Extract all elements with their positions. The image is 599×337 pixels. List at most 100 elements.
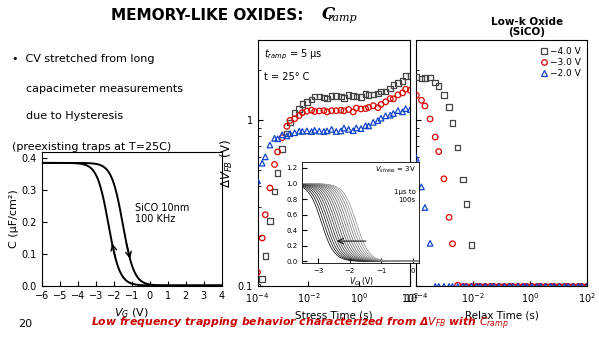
Point: [401, 87, 410, 92]
Point: [560, 284, 570, 289]
Point: [434, 83, 443, 89]
Point: [273, 149, 282, 155]
Text: Low-k Oxide: Low-k Oxide: [491, 17, 563, 27]
Point: [500, 284, 509, 289]
Point: [349, 109, 358, 115]
Point: [467, 242, 476, 248]
Point: [420, 103, 429, 109]
Point: [352, 94, 361, 99]
Point: [522, 284, 531, 289]
Point: [527, 284, 537, 289]
Point: [549, 284, 559, 289]
Point: [476, 284, 485, 289]
Point: [389, 82, 398, 88]
Point: [258, 235, 267, 241]
Point: [307, 97, 316, 102]
Point: [412, 93, 421, 98]
Point: [393, 80, 403, 86]
Point: [500, 284, 509, 289]
Point: [253, 178, 262, 184]
Text: $t_{ramp}$ = 5 μs: $t_{ramp}$ = 5 μs: [264, 48, 322, 62]
Point: [577, 284, 586, 289]
X-axis label: Stress Time (s): Stress Time (s): [295, 311, 373, 321]
Point: [381, 99, 391, 104]
Point: [504, 284, 514, 289]
Point: [356, 94, 366, 100]
Point: [381, 89, 391, 94]
Y-axis label: Δ$V_{FB}$ (V): Δ$V_{FB}$ (V): [219, 139, 235, 188]
Point: [331, 108, 341, 113]
Point: [480, 284, 490, 289]
Point: [336, 128, 346, 134]
Point: [389, 111, 398, 116]
Point: [527, 284, 537, 289]
Point: [322, 128, 332, 134]
Point: [258, 277, 267, 282]
Point: [522, 284, 531, 289]
Text: (preexisting traps at T=25C): (preexisting traps at T=25C): [12, 142, 171, 152]
Point: [412, 74, 421, 80]
Point: [439, 176, 449, 182]
Point: [560, 284, 570, 289]
Point: [527, 284, 537, 289]
Point: [508, 284, 518, 289]
Point: [518, 284, 528, 289]
Point: [582, 284, 592, 289]
Point: [434, 284, 443, 289]
Point: [310, 109, 319, 114]
Point: [513, 284, 523, 289]
Point: [344, 92, 353, 98]
Text: $V_{stress}$ = 3V: $V_{stress}$ = 3V: [375, 165, 416, 175]
Point: [568, 284, 578, 289]
Point: [314, 108, 324, 114]
Point: [319, 95, 329, 100]
Point: [444, 284, 454, 289]
Point: [331, 129, 341, 134]
Point: [310, 128, 319, 133]
Point: [364, 105, 373, 110]
Point: [261, 154, 270, 159]
Point: [336, 108, 346, 113]
Point: [386, 86, 395, 91]
Point: [444, 215, 454, 220]
Point: [425, 241, 435, 246]
Text: (SiCO): (SiCO): [509, 27, 546, 37]
Point: [356, 106, 366, 112]
Point: [444, 104, 454, 110]
Point: [398, 90, 407, 96]
Point: [560, 284, 570, 289]
Point: [285, 118, 295, 123]
Point: [381, 113, 391, 119]
Point: [290, 130, 300, 135]
Point: [406, 107, 415, 112]
Text: due to Hysteresis: due to Hysteresis: [12, 111, 123, 121]
Point: [458, 284, 468, 289]
Point: [282, 124, 292, 129]
Point: [253, 270, 262, 275]
Point: [458, 177, 468, 182]
Point: [472, 284, 482, 289]
Point: [536, 284, 545, 289]
Point: [265, 218, 275, 223]
Point: [314, 128, 324, 134]
Point: [417, 184, 426, 190]
Point: [295, 106, 304, 112]
Point: [277, 135, 287, 140]
Point: [467, 284, 476, 289]
Point: [549, 284, 559, 289]
Point: [536, 284, 545, 289]
Point: [546, 284, 556, 289]
Text: MEMORY-LIKE OXIDES:: MEMORY-LIKE OXIDES:: [111, 8, 314, 23]
Point: [307, 108, 316, 113]
Point: [412, 156, 421, 161]
Point: [349, 128, 358, 133]
Point: [389, 96, 398, 101]
Point: [307, 129, 316, 134]
Point: [364, 92, 373, 98]
Point: [486, 284, 495, 289]
Point: [546, 284, 556, 289]
Point: [277, 132, 287, 137]
Point: [431, 80, 440, 85]
X-axis label: $V_G$ (V): $V_G$ (V): [349, 275, 373, 287]
Point: [447, 284, 457, 289]
